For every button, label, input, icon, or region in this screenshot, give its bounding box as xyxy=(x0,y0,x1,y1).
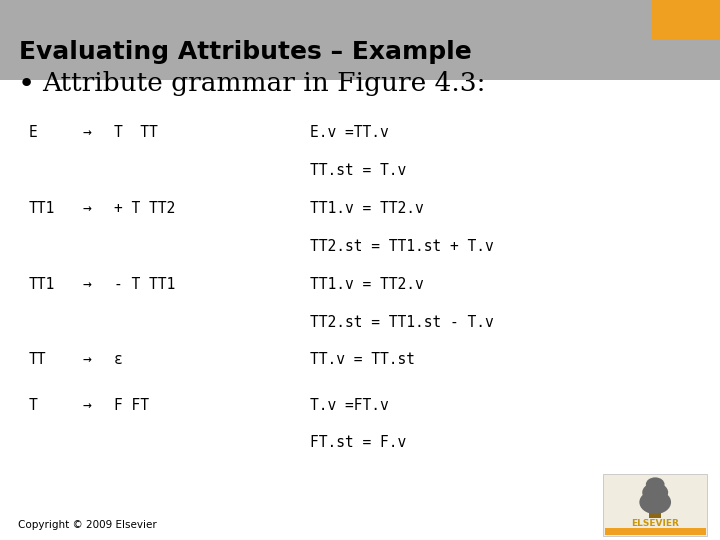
Text: TT1.v = TT2.v: TT1.v = TT2.v xyxy=(310,201,423,217)
Text: T  TT: T TT xyxy=(114,125,158,140)
Text: TT1: TT1 xyxy=(29,277,55,292)
Text: E: E xyxy=(29,125,37,140)
Text: T.v =FT.v: T.v =FT.v xyxy=(310,397,388,413)
Circle shape xyxy=(646,477,665,491)
Text: •: • xyxy=(18,70,35,98)
Text: TT.st = T.v: TT.st = T.v xyxy=(310,163,406,178)
Text: Evaluating Attributes – Example: Evaluating Attributes – Example xyxy=(19,40,472,64)
Bar xyxy=(605,528,706,535)
Text: Copyright © 2009 Elsevier: Copyright © 2009 Elsevier xyxy=(18,520,157,530)
Text: TT: TT xyxy=(29,352,46,367)
Text: T: T xyxy=(29,397,37,413)
Text: Attribute grammar in Figure 4.3:: Attribute grammar in Figure 4.3: xyxy=(42,71,485,96)
Text: TT2.st = TT1.st + T.v: TT2.st = TT1.st + T.v xyxy=(310,239,493,254)
Circle shape xyxy=(642,483,668,502)
Text: F FT: F FT xyxy=(114,397,149,413)
Bar xyxy=(652,0,720,40)
Text: E.v =TT.v: E.v =TT.v xyxy=(310,125,388,140)
Text: →: → xyxy=(83,352,91,367)
Text: ELSEVIER: ELSEVIER xyxy=(631,518,679,528)
FancyBboxPatch shape xyxy=(603,474,707,536)
Text: TT1.v = TT2.v: TT1.v = TT2.v xyxy=(310,277,423,292)
Text: →: → xyxy=(83,125,91,140)
Text: + T TT2: + T TT2 xyxy=(114,201,175,217)
Text: FT.st = F.v: FT.st = F.v xyxy=(310,435,406,450)
Text: ε: ε xyxy=(114,352,122,367)
Bar xyxy=(0,0,720,80)
Text: TT2.st = TT1.st - T.v: TT2.st = TT1.st - T.v xyxy=(310,315,493,330)
Bar xyxy=(649,502,661,518)
Text: →: → xyxy=(83,397,91,413)
Text: →: → xyxy=(83,277,91,292)
Circle shape xyxy=(639,490,671,514)
Text: - T TT1: - T TT1 xyxy=(114,277,175,292)
Text: TT.v = TT.st: TT.v = TT.st xyxy=(310,352,415,367)
Text: →: → xyxy=(83,201,91,217)
Text: TT1: TT1 xyxy=(29,201,55,217)
